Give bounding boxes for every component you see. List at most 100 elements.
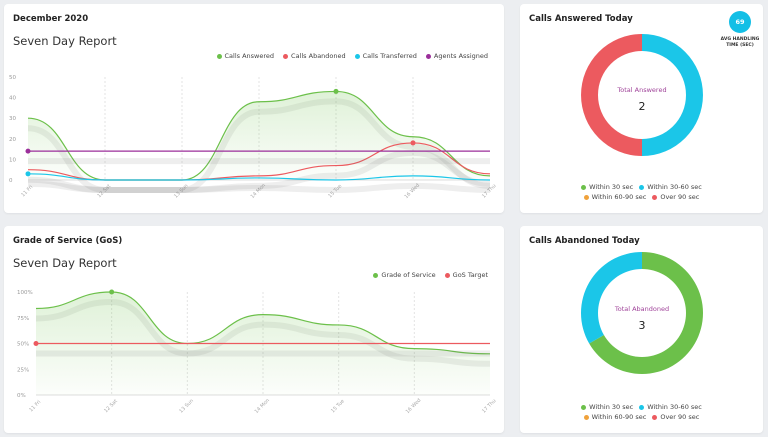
- donut-legend: Within 30 sec Within 30-60 sec Within 60…: [520, 183, 763, 203]
- donut-center-value: 2: [638, 100, 646, 113]
- series-shadow: [27, 149, 491, 194]
- legend-dot-icon: [216, 53, 222, 59]
- y-tick-label: 10: [9, 157, 16, 163]
- avg-handling-badge: 69: [729, 11, 751, 33]
- x-tick-label: 15 Tue: [330, 398, 346, 414]
- legend-label: Within 30 sec: [589, 403, 634, 411]
- legend-dot-icon: [583, 194, 589, 200]
- legend-dot-icon: [444, 272, 450, 278]
- legend-label: GoS Target: [452, 271, 488, 279]
- series-shadow: [27, 180, 491, 194]
- avg-handling-caption: AVG HANDLING TIME (SEC): [720, 37, 760, 48]
- legend-dot-icon: [373, 272, 379, 278]
- legend-label: Grade of Service: [381, 271, 436, 279]
- x-tick-label: 16 Wed: [405, 398, 423, 416]
- y-tick-label: 50: [9, 75, 16, 81]
- x-tick-label: 13 Sun: [178, 398, 195, 415]
- legend-item[interactable]: Calls Answered: [216, 52, 275, 60]
- legend-item[interactable]: Over 90 sec: [652, 413, 699, 421]
- legend-dot-icon: [639, 184, 645, 190]
- legend-item[interactable]: Within 30 sec: [581, 183, 633, 191]
- highlight-point: [25, 148, 31, 154]
- x-tick-label: 11 Fri: [28, 399, 42, 413]
- legend-label: Calls Abandoned: [291, 52, 346, 60]
- legend-label: Within 60-90 sec: [591, 413, 647, 421]
- legend-item[interactable]: Calls Transferred: [354, 52, 417, 60]
- legend-dot-icon: [652, 194, 658, 200]
- legend-label: Over 90 sec: [660, 193, 700, 201]
- legend-dot-icon: [425, 53, 431, 59]
- legend-label: Calls Answered: [224, 52, 275, 60]
- calls-abandoned-today-card: Calls Abandoned Today Total Abandoned 3 …: [520, 226, 763, 433]
- donut-center-label: Total Abandoned: [614, 305, 670, 313]
- legend-label: Within 30-60 sec: [647, 183, 702, 191]
- legend-item[interactable]: Within 30-60 sec: [639, 183, 702, 191]
- highlight-point: [25, 171, 31, 177]
- card-title: Calls Abandoned Today: [529, 236, 640, 246]
- donut-slice: [589, 252, 703, 374]
- highlight-point: [33, 341, 39, 346]
- chart-legend: Calls Answered Calls Abandoned Calls Tra…: [216, 52, 488, 60]
- y-tick-label: 0: [9, 178, 13, 184]
- card-title: Grade of Service (GoS): [13, 236, 123, 246]
- highlight-point: [333, 88, 339, 94]
- legend-dot-icon: [652, 414, 658, 420]
- card-title: December 2020: [13, 14, 89, 24]
- legend-dot-icon: [583, 414, 589, 420]
- legend-item[interactable]: Agents Assigned: [425, 52, 488, 60]
- y-tick-label: 30: [9, 116, 16, 122]
- seven-day-report-card: December 2020 Seven Day Report Calls Ans…: [4, 4, 504, 213]
- legend-item[interactable]: Grade of Service: [373, 271, 436, 279]
- x-tick-label: 17 Thu: [481, 398, 498, 415]
- y-tick-label: 75%: [17, 316, 29, 322]
- y-tick-label: 100%: [17, 290, 33, 296]
- series-area: [28, 91, 490, 180]
- legend-label: Calls Transferred: [362, 52, 417, 60]
- legend-label: Within 30 sec: [589, 183, 634, 191]
- abandoned-donut-chart[interactable]: [520, 226, 763, 433]
- answered-donut-chart[interactable]: [520, 4, 763, 213]
- chart-legend: Grade of Service GoS Target: [373, 271, 488, 279]
- legend-label: Within 60-90 sec: [591, 193, 647, 201]
- card-title: Calls Answered Today: [529, 14, 633, 24]
- donut-slice: [581, 34, 642, 156]
- legend-label: Within 30-60 sec: [647, 403, 702, 411]
- gos-line-chart[interactable]: 0% 25% 50% 75% 100% 11 Fri 12 Sat 13 Sun 14 Mon 1…: [4, 226, 504, 433]
- donut-slice: [642, 34, 703, 156]
- x-tick-label: 12 Sat: [103, 398, 119, 414]
- legend-dot-icon: [354, 53, 360, 59]
- card-subtitle: Seven Day Report: [13, 34, 117, 48]
- legend-item[interactable]: Calls Abandoned: [283, 52, 346, 60]
- legend-item[interactable]: GoS Target: [444, 271, 488, 279]
- y-tick-label: 25%: [17, 367, 29, 373]
- legend-label: Over 90 sec: [660, 413, 700, 421]
- x-tick-label: 14 Mon: [254, 398, 271, 415]
- legend-dot-icon: [639, 404, 645, 410]
- legend-label: Agents Assigned: [433, 52, 488, 60]
- highlight-point: [109, 289, 115, 295]
- legend-item[interactable]: Within 60-90 sec: [583, 193, 647, 201]
- donut-center: Total Abandoned 3: [592, 305, 692, 332]
- legend-dot-icon: [581, 404, 587, 410]
- legend-item[interactable]: Within 30 sec: [581, 403, 633, 411]
- donut-center: Total Answered 2: [592, 86, 692, 113]
- y-tick-label: 40: [9, 96, 16, 102]
- gos-card: Grade of Service (GoS) Seven Day Report …: [4, 226, 504, 433]
- y-tick-label: 0%: [17, 393, 26, 399]
- series-line: [27, 173, 491, 181]
- card-subtitle: Seven Day Report: [13, 256, 117, 270]
- y-tick-label: 20: [9, 137, 16, 143]
- legend-dot-icon: [283, 53, 289, 59]
- donut-slice: [581, 252, 642, 344]
- donut-center-value: 3: [638, 319, 646, 332]
- calls-answered-today-card: Calls Answered Today 69 AVG HANDLING TIM…: [520, 4, 763, 213]
- highlight-point: [410, 140, 416, 146]
- donut-center-label: Total Answered: [617, 86, 667, 94]
- legend-item[interactable]: Over 90 sec: [652, 193, 699, 201]
- donut-legend: Within 30 sec Within 30-60 sec Within 60…: [520, 403, 763, 423]
- legend-item[interactable]: Within 30-60 sec: [639, 403, 702, 411]
- legend-item[interactable]: Within 60-90 sec: [583, 413, 647, 421]
- y-tick-label: 50%: [17, 342, 29, 348]
- legend-dot-icon: [581, 184, 587, 190]
